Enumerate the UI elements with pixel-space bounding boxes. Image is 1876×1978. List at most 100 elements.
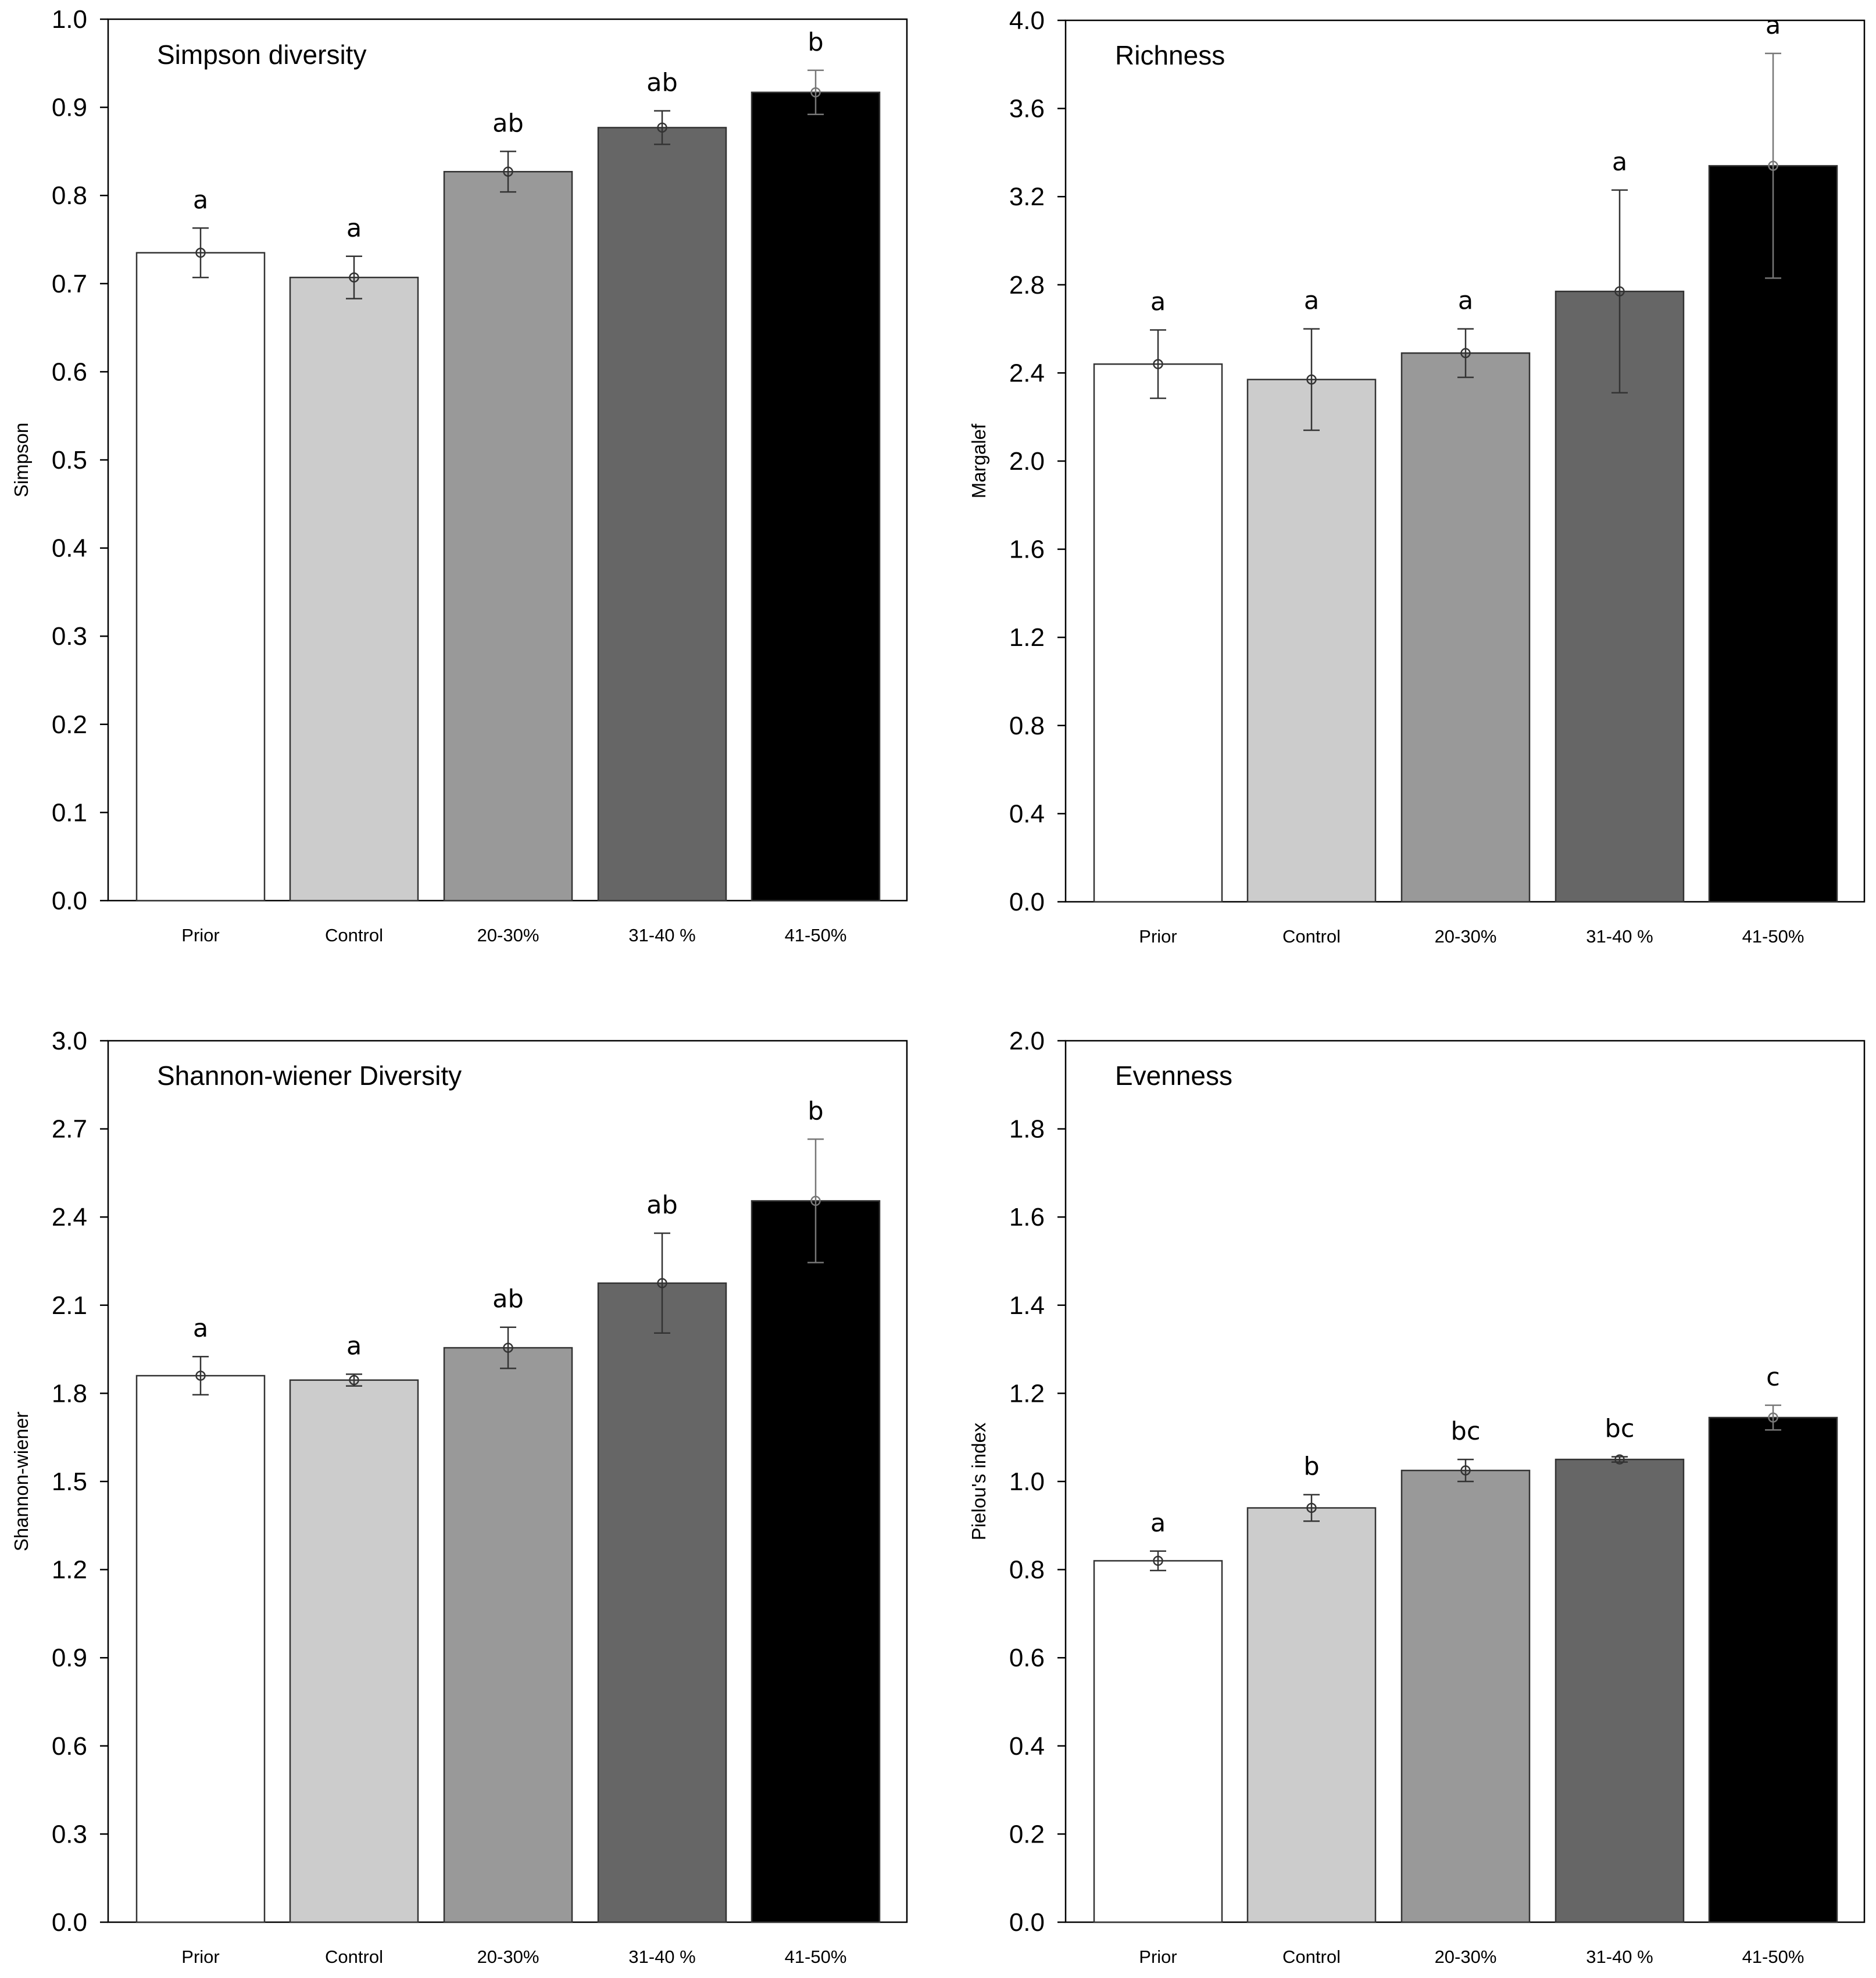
significance-label: ab [646,69,678,98]
y-axis: 0.0 0.3 0.6 0.9 1.2 1.5 1.8 2.1 2.4 2.7 3.0 [52,1027,108,1937]
y-tick-label: 0.0 [1009,888,1045,916]
x-category-label: Control [325,925,383,945]
y-tick-label: 1.4 [1009,1291,1045,1320]
error-bars [1150,52,1781,431]
bar [443,171,573,902]
significance-label: a [1766,11,1781,40]
significance-label: a [346,214,362,243]
mean-marker [349,272,359,283]
bar [1708,165,1838,903]
y-axis-label: Margalef [968,423,989,498]
y-axis: 0.0 0.4 0.8 1.2 1.6 2.0 2.4 2.8 3.2 3.6 4.0 [1009,6,1066,916]
mean-marker [195,247,206,258]
y-tick-label: 0.3 [52,1820,87,1848]
y-tick-label: 0.9 [52,1644,87,1672]
x-category-label: Prior [181,1947,219,1967]
mean-marker [1768,1412,1778,1423]
significance-label: a [346,1332,362,1361]
panel-title: Evenness [1115,1061,1232,1091]
y-tick-label: 0.8 [1009,1556,1045,1584]
significance-label: a [1458,287,1473,316]
error-bars [1150,1404,1781,1572]
x-category-label: Control [1282,1947,1341,1967]
panel-title: Richness [1115,40,1225,70]
y-tick-label: 0.0 [1009,1908,1045,1937]
mean-marker [1614,286,1625,297]
y-tick-label: 0.0 [52,887,87,915]
y-tick-label: 1.5 [52,1468,87,1496]
y-tick-label: 0.9 [52,94,87,122]
bar [289,1379,419,1923]
y-tick-label: 2.7 [52,1115,87,1144]
y-tick-label: 0.6 [52,1732,87,1761]
x-category-label: 41-50% [785,1947,847,1967]
x-axis: Prior Control 20-30% 31-40 % 41-50% [1139,926,1804,947]
bar [751,91,881,902]
y-tick-label: 1.8 [52,1379,87,1408]
bars [1093,1416,1838,1923]
mean-marker [1460,348,1471,359]
x-category-label: 20-30% [477,1947,539,1967]
x-axis: Prior Control 20-30% 31-40 % 41-50% [181,925,846,945]
y-axis: 0.0 0.2 0.4 0.6 0.8 1.0 1.2 1.4 1.6 1.8 2.0 [1009,1027,1066,1937]
y-tick-label: 1.6 [1009,1203,1045,1231]
simpson-diversity-panel: Simpson diversity Simpson 0.00.10.20.30.… [10,5,908,945]
significance-label: a [1150,287,1166,316]
x-category-label: 31-40 % [628,1947,695,1967]
bar [1246,1507,1377,1923]
bars [135,91,881,902]
significance-labels: a a a a a [1150,11,1781,317]
y-axis-label: Pielou's index [968,1422,989,1540]
bar [751,1200,881,1923]
y-axis: 0.0 0.1 0.2 0.3 0.4 0.5 0.6 0.7 0.8 0.9 1.0 [52,5,108,915]
significance-label: a [193,1314,208,1343]
y-tick-label: 0.6 [1009,1644,1045,1672]
y-tick-label: 0.1 [52,798,87,827]
x-category-label: Prior [1139,1947,1177,1967]
x-category-label: 20-30% [1435,926,1497,947]
y-tick-label: 1.2 [52,1556,87,1584]
y-tick-label: 1.0 [52,5,87,34]
significance-label: bc [1451,1417,1481,1446]
richness-panel: Richness Margalef 0.0 0.4 0.8 1.2 1.6 2.0 2.4 2… [968,6,1866,947]
significance-label: c [1766,1363,1780,1392]
significance-label: a [1150,1509,1166,1538]
y-axis-label: Shannon-wiener [10,1412,32,1551]
y-tick-label: 2.4 [1009,359,1045,387]
y-tick-label: 0.2 [52,710,87,739]
x-axis: Prior Control 20-30% 31-40 % 41-50% [1139,1947,1804,1967]
mean-marker [503,1343,513,1353]
significance-label: a [1304,287,1319,316]
significance-label: ab [492,109,524,138]
y-tick-label: 0.4 [1009,799,1045,828]
shannon-wiener-diversity-panel: Shannon-wiener Diversity Shannon-wiener … [10,1027,908,1967]
mean-marker [195,1370,206,1381]
bar [289,276,419,902]
bar [1093,1560,1223,1923]
y-tick-label: 1.2 [1009,1379,1045,1408]
mean-marker [1153,359,1163,369]
mean-marker [1614,1454,1625,1465]
evenness-panel: Evenness Pielou's index 0.0 0.2 0.4 0.6 0.8 1… [968,1027,1866,1967]
panel-title: Simpson diversity [157,40,366,70]
mean-marker [1306,1502,1317,1513]
bar [1400,352,1531,903]
bar [597,1282,727,1923]
y-tick-label: 3.2 [1009,183,1045,211]
x-category-label: 41-50% [1742,926,1804,947]
y-tick-label: 1.0 [1009,1468,1045,1496]
bar [1708,1416,1838,1923]
bar [443,1347,573,1923]
significance-label: ab [646,1191,678,1220]
x-category-label: Prior [1139,926,1177,947]
mean-marker [657,122,667,133]
y-tick-label: 2.8 [1009,271,1045,299]
significance-label: b [807,28,823,57]
panel-title: Shannon-wiener Diversity [157,1061,462,1091]
mean-marker [1153,1555,1163,1566]
x-category-label: 31-40 % [628,925,695,945]
y-tick-label: 0.0 [52,1908,87,1937]
y-tick-label: 4.0 [1009,6,1045,35]
bar [135,252,266,902]
